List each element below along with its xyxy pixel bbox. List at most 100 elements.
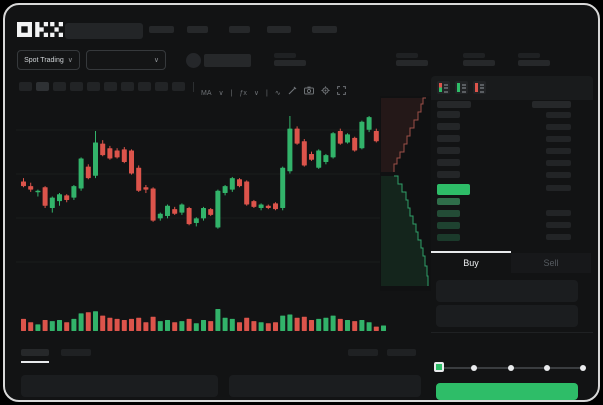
orders-panel-left [21, 375, 218, 397]
mode-color-bar [439, 83, 442, 92]
toolbar-divider: | [265, 90, 268, 98]
timeframe-button[interactable] [87, 82, 100, 91]
mode-line [462, 90, 466, 93]
stat-label-placeholder [463, 53, 485, 58]
nav-item-placeholder[interactable] [267, 26, 291, 33]
buy-tab-indicator [431, 251, 511, 253]
timeframe-button[interactable] [53, 82, 66, 91]
stat-value-placeholder [518, 60, 550, 66]
timeframe-button[interactable] [138, 82, 151, 91]
bid-amount-placeholder[interactable] [546, 222, 571, 228]
okx-logo[interactable] [17, 22, 63, 42]
stat-value-placeholder [396, 60, 428, 66]
nav-item-placeholder[interactable] [229, 26, 250, 33]
mode-line [480, 87, 484, 89]
slider-stop-dot[interactable] [507, 365, 514, 371]
chevron-down-icon[interactable]: ∨ [218, 90, 224, 98]
timeframe-button[interactable] [121, 82, 134, 91]
market-type-dropdown[interactable]: Spot Trading ∨ [17, 50, 80, 70]
ask-price-placeholder[interactable] [437, 147, 460, 154]
chevron-down-icon[interactable]: ∨ [253, 90, 259, 98]
ask-amount-placeholder[interactable] [546, 124, 571, 130]
buy-tab-label: Buy [463, 258, 479, 268]
orderbook-col-header-price [437, 101, 471, 108]
chart-tools: MA ∨ | ƒx ∨ | ∿ [201, 82, 353, 100]
candlestick-chart[interactable] [16, 101, 394, 336]
nav-item-placeholder[interactable] [187, 26, 208, 33]
ask-price-placeholder[interactable] [437, 135, 460, 142]
stat-label-placeholder [274, 53, 296, 58]
bid-amount-placeholder[interactable] [546, 210, 571, 216]
orders-tab-2[interactable] [61, 349, 91, 356]
token-avatar [186, 53, 201, 68]
ask-price-placeholder[interactable] [437, 123, 460, 130]
timeframe-button[interactable] [70, 82, 83, 91]
timeframe-button[interactable] [104, 82, 117, 91]
ask-price-placeholder[interactable] [437, 159, 460, 166]
form-divider [431, 332, 593, 333]
slider-stop-dot[interactable] [543, 365, 550, 371]
camera-icon[interactable] [303, 82, 314, 100]
ask-amount-placeholder[interactable] [546, 148, 571, 154]
bid-amount-placeholder[interactable] [546, 185, 571, 191]
amount-input[interactable] [436, 305, 578, 327]
bid-amount-placeholder[interactable] [546, 234, 571, 240]
settings-gear-icon[interactable] [321, 82, 330, 100]
ask-amount-placeholder[interactable] [546, 160, 571, 166]
mode-color-bar [475, 83, 478, 92]
mode-line [444, 87, 448, 89]
percent-slider-handle[interactable] [434, 362, 444, 372]
ask-amount-placeholder[interactable] [546, 112, 571, 118]
ask-amount-placeholder[interactable] [546, 172, 571, 178]
orders-filter-placeholder[interactable] [348, 349, 378, 356]
slider-stop-dot[interactable] [471, 365, 478, 371]
bid-price-placeholder[interactable] [437, 210, 460, 217]
buy-button[interactable] [436, 383, 578, 400]
timeframe-button[interactable] [36, 82, 49, 91]
ask-price-placeholder[interactable] [437, 111, 460, 118]
price-input[interactable] [436, 280, 578, 302]
indicator-fx-icon[interactable]: ƒx [239, 90, 247, 98]
orders-panel-right [229, 375, 421, 397]
bid-price-placeholder[interactable] [437, 222, 460, 229]
search-input[interactable] [65, 23, 143, 39]
timeframe-button[interactable] [155, 82, 168, 91]
stat-label-placeholder [396, 53, 418, 58]
mode-line [462, 87, 466, 89]
fullscreen-expand-icon[interactable] [336, 82, 346, 100]
last-price-highlight[interactable] [437, 184, 470, 195]
stat-label-placeholder [518, 53, 540, 58]
slider-stop-dot[interactable] [580, 365, 586, 371]
draw-pencil-icon[interactable] [288, 82, 297, 100]
chevron-down-icon: ∨ [67, 56, 73, 64]
book-combined-icon[interactable] [437, 81, 450, 94]
mode-line [480, 90, 484, 93]
sell-tab[interactable]: Sell [511, 253, 591, 273]
timeframe-button[interactable] [172, 82, 185, 91]
bid-price-placeholder[interactable] [437, 198, 460, 205]
book-asks-icon[interactable] [473, 81, 486, 94]
pair-dropdown[interactable]: ∨ [86, 50, 166, 70]
chevron-down-icon: ∨ [153, 57, 159, 64]
orders-tab-underline [21, 361, 49, 363]
nav-item-placeholder[interactable] [312, 26, 337, 33]
indicator-ma-icon[interactable]: MA [201, 90, 212, 98]
app-window: Spot Trading ∨ ∨ MA ∨ | ƒx ∨ | ∿ Buy Sell [3, 3, 600, 402]
toolbar-divider: | [230, 90, 233, 98]
timeframe-button[interactable] [19, 82, 32, 91]
bid-price-placeholder[interactable] [437, 234, 460, 241]
orders-tab-active[interactable] [21, 349, 49, 356]
wave-line-tool-icon[interactable]: ∿ [274, 90, 281, 98]
ask-price-placeholder[interactable] [437, 171, 460, 178]
market-type-label: Spot Trading [24, 56, 64, 64]
orders-filter-placeholder-2[interactable] [387, 349, 416, 356]
stat-value-placeholder [463, 60, 495, 66]
buy-tab[interactable]: Buy [431, 253, 511, 273]
ask-amount-placeholder[interactable] [546, 136, 571, 142]
toolbar-divider [193, 82, 194, 92]
book-bids-icon[interactable] [455, 81, 468, 94]
depth-chart[interactable] [380, 96, 431, 291]
stat-value-placeholder [274, 60, 306, 66]
mode-line [444, 90, 448, 93]
nav-item-placeholder[interactable] [149, 26, 174, 33]
